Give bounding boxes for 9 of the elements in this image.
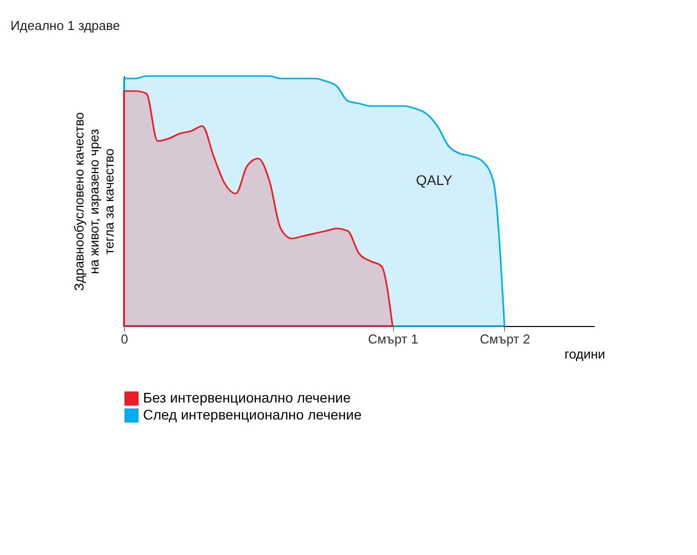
y-axis-title: Здравнообусловено качество на живот, изразено чрез тегла за качество	[72, 112, 116, 291]
x-tick-label: 0	[120, 332, 128, 346]
annotation: QALY	[416, 172, 454, 188]
legend-label: След интервенционално лечение	[143, 406, 362, 422]
x-tick-label: Смърт 1	[368, 332, 418, 346]
x-tick-label: Смърт 2	[480, 332, 530, 346]
x-axis-title: години	[564, 346, 606, 362]
text: Идеално 1 здраве	[10, 18, 120, 33]
legend-label: Без интервенционално лечение	[143, 390, 351, 406]
